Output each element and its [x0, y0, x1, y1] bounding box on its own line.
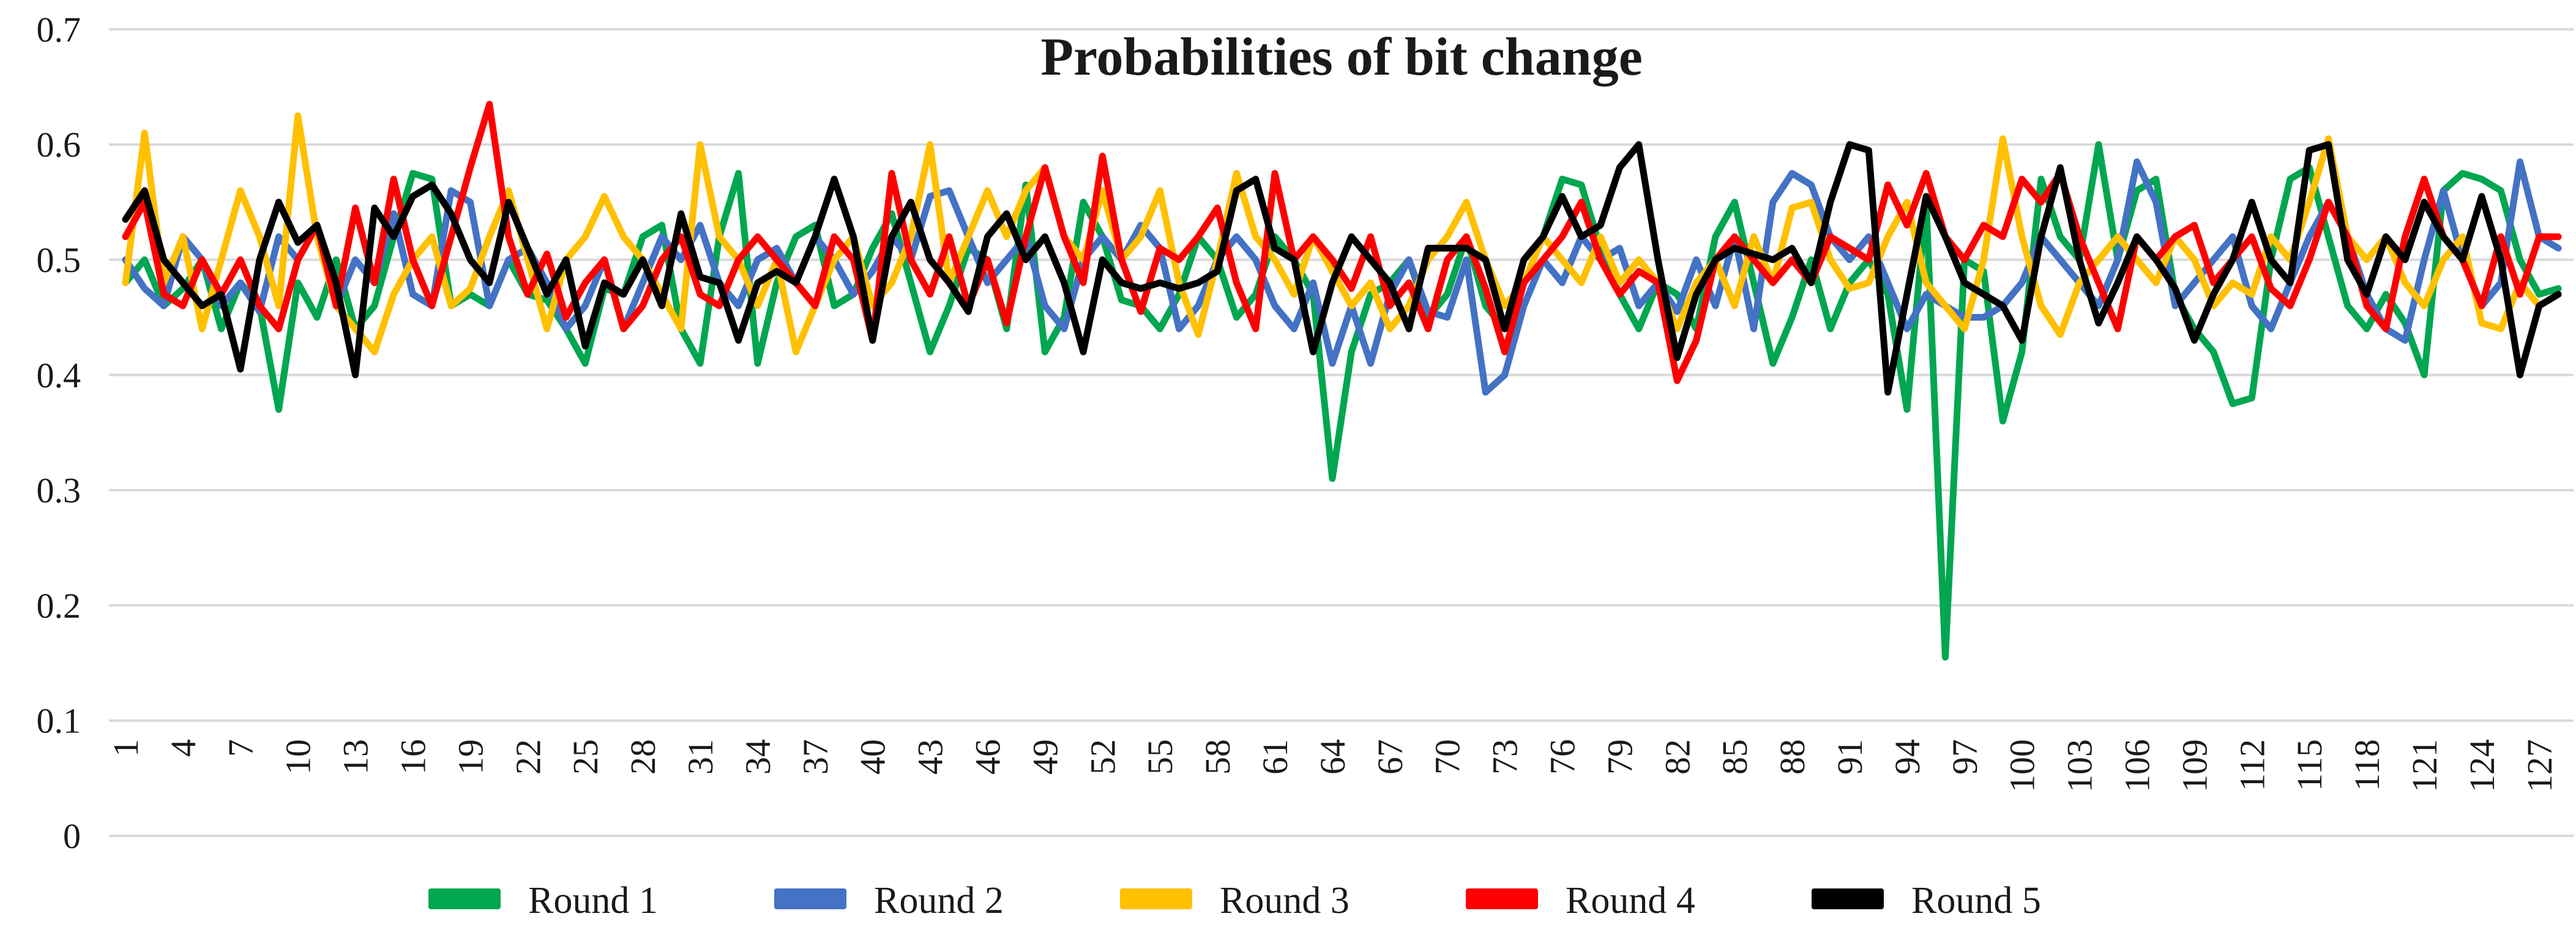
chart-title: Probabilities of bit change	[1040, 28, 1643, 87]
x-tick-label: 31	[681, 739, 720, 775]
legend-swatch-round-4	[1466, 888, 1538, 909]
x-tick-label: 97	[1945, 739, 1985, 775]
x-tick-label: 127	[2520, 739, 2559, 792]
x-tick-label: 67	[1370, 739, 1410, 775]
series-lines	[122, 100, 2562, 661]
x-tick-label: 73	[1485, 739, 1525, 775]
x-tick-label: 109	[2175, 739, 2214, 792]
x-tick-label: 58	[1198, 739, 1238, 775]
x-tick-label: 7	[221, 739, 261, 757]
x-tick-label: 106	[2118, 739, 2157, 792]
legend-item-round-3: Round 3	[1120, 880, 1350, 921]
x-tick-label: 64	[1313, 739, 1353, 775]
x-tick-label: 85	[1715, 739, 1755, 775]
x-tick-label: 49	[1025, 739, 1065, 775]
x-tick-label: 40	[853, 739, 893, 775]
x-tick-label: 118	[2347, 739, 2387, 791]
x-tick-label: 103	[2060, 739, 2100, 792]
series-line-round-5	[122, 141, 2562, 396]
x-tick-label: 4	[163, 739, 203, 757]
legend-item-round-1: Round 1	[428, 880, 658, 921]
y-tick-label: 0.1	[37, 701, 81, 741]
x-tick-label: 94	[1887, 739, 1927, 775]
x-tick-label: 70	[1428, 739, 1468, 775]
x-tick-label: 124	[2462, 739, 2502, 792]
legend-swatch-round-3	[1120, 888, 1192, 909]
x-tick-label: 1	[106, 739, 146, 757]
x-tick-label: 28	[623, 739, 663, 775]
x-tick-label: 61	[1255, 739, 1295, 775]
x-tick-label: 46	[968, 739, 1008, 775]
y-tick-label: 0.7	[37, 10, 81, 50]
x-tick-label: 22	[508, 739, 548, 775]
x-axis-tick-labels: 1 4 7 10 13 16 19 22 25 28 31 34 37 40 43 46 49 52 55 58 61 6…	[106, 739, 2559, 792]
series-line-round-1	[122, 141, 2562, 661]
legend-label-round-4: Round 4	[1566, 880, 1695, 921]
x-tick-label: 112	[2232, 739, 2272, 791]
legend-label-round-2: Round 2	[874, 880, 1004, 921]
legend-item-round-5: Round 5	[1812, 880, 2041, 921]
legend-item-round-2: Round 2	[774, 880, 1004, 921]
x-tick-label: 37	[796, 739, 835, 775]
x-tick-label: 121	[2405, 739, 2444, 792]
x-tick-label: 19	[450, 739, 490, 775]
x-tick-label: 88	[1772, 739, 1812, 775]
y-tick-label: 0.2	[37, 586, 81, 625]
legend-label-round-5: Round 5	[1911, 880, 2041, 921]
x-tick-label: 25	[566, 739, 605, 775]
x-tick-label: 43	[911, 739, 950, 775]
x-tick-label: 34	[738, 739, 778, 775]
y-axis-tick-labels: 0 0.1 0.2 0.3 0.4 0.5 0.6 0.7	[37, 10, 81, 856]
x-tick-label: 13	[336, 739, 376, 775]
x-tick-label: 55	[1140, 739, 1180, 775]
x-tick-label: 76	[1543, 739, 1583, 775]
legend-swatch-round-2	[774, 888, 846, 909]
x-tick-label: 16	[394, 739, 433, 775]
y-tick-label: 0.5	[37, 240, 81, 280]
legend-swatch-round-5	[1812, 888, 1884, 909]
series-line-round-3	[122, 112, 2562, 355]
y-tick-label: 0.3	[37, 471, 81, 510]
x-tick-label: 10	[278, 739, 318, 775]
y-tick-label: 0.6	[37, 125, 81, 165]
x-tick-label: 79	[1600, 739, 1640, 775]
x-tick-label: 115	[2290, 739, 2329, 791]
x-tick-label: 52	[1083, 739, 1122, 775]
x-tick-label: 100	[2003, 739, 2042, 792]
legend-swatch-round-1	[428, 888, 501, 909]
legend-item-round-4: Round 4	[1466, 880, 1695, 921]
legend-label-round-1: Round 1	[528, 880, 658, 921]
y-tick-label: 0	[63, 816, 81, 856]
x-tick-label: 82	[1657, 739, 1697, 775]
x-tick-label: 91	[1830, 739, 1870, 775]
chart-legend: Round 1 Round 2 Round 3 Round 4 Round 5	[428, 880, 2041, 921]
legend-label-round-3: Round 3	[1220, 880, 1350, 921]
y-tick-label: 0.4	[37, 355, 81, 395]
